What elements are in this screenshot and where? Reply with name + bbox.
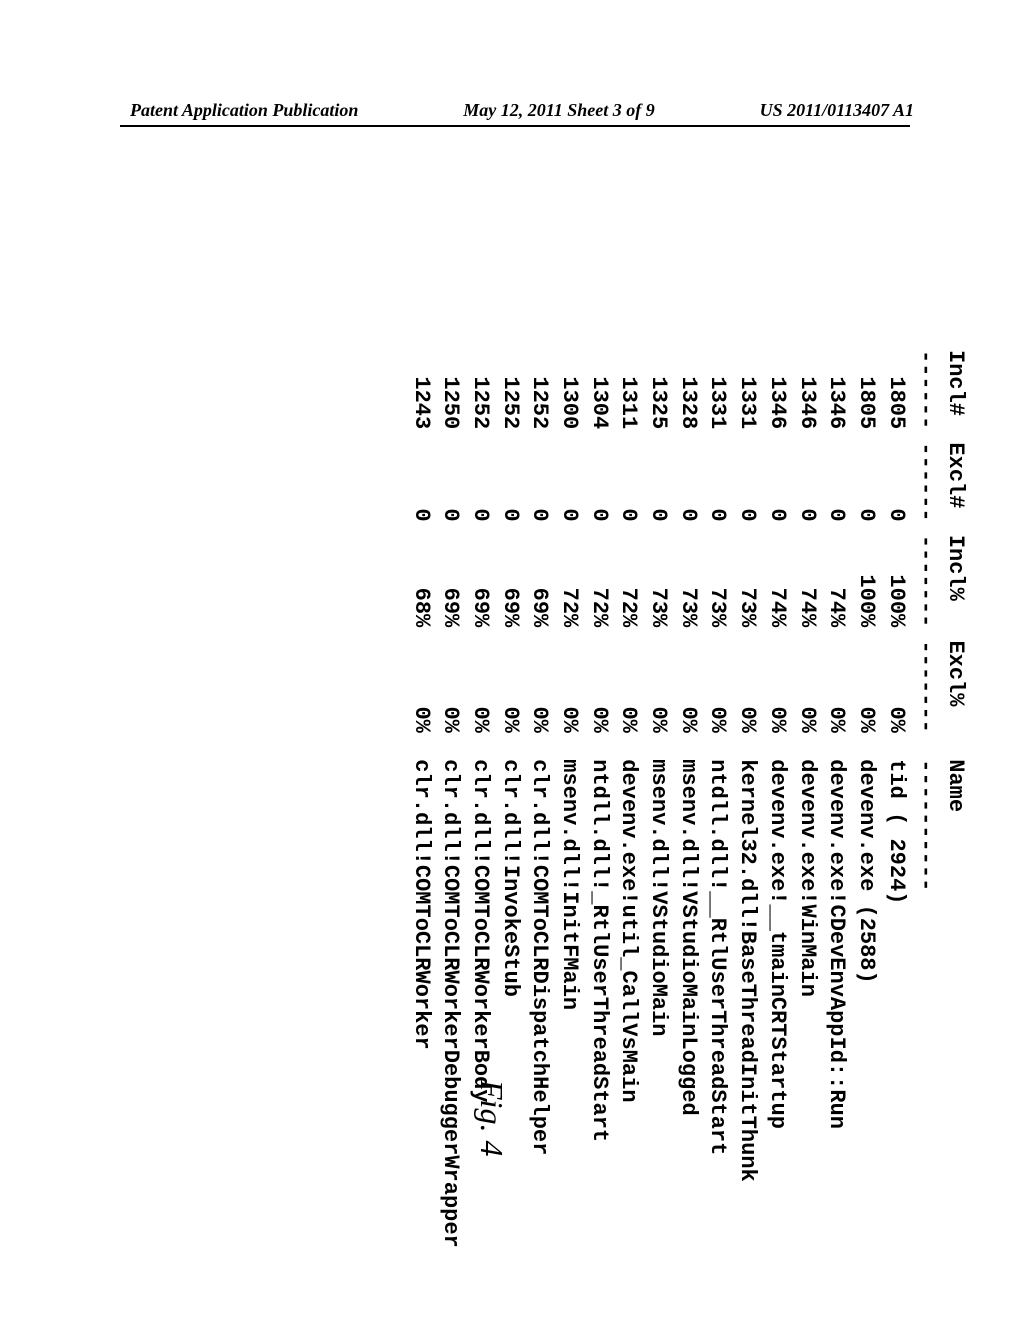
page-header: Patent Application Publication May 12, 2…: [0, 100, 1024, 121]
figure-area: Incl# Excl# Incl% Excl% Name ------ ----…: [70, 350, 970, 990]
figure-label: Fig. 4: [473, 1080, 510, 1156]
profiler-table: Incl# Excl# Incl% Excl% Name ------ ----…: [406, 350, 970, 990]
header-rule: [120, 125, 910, 127]
header-center: May 12, 2011 Sheet 3 of 9: [463, 100, 655, 121]
header-left: Patent Application Publication: [130, 100, 358, 121]
header-right: US 2011/0113407 A1: [760, 100, 914, 121]
